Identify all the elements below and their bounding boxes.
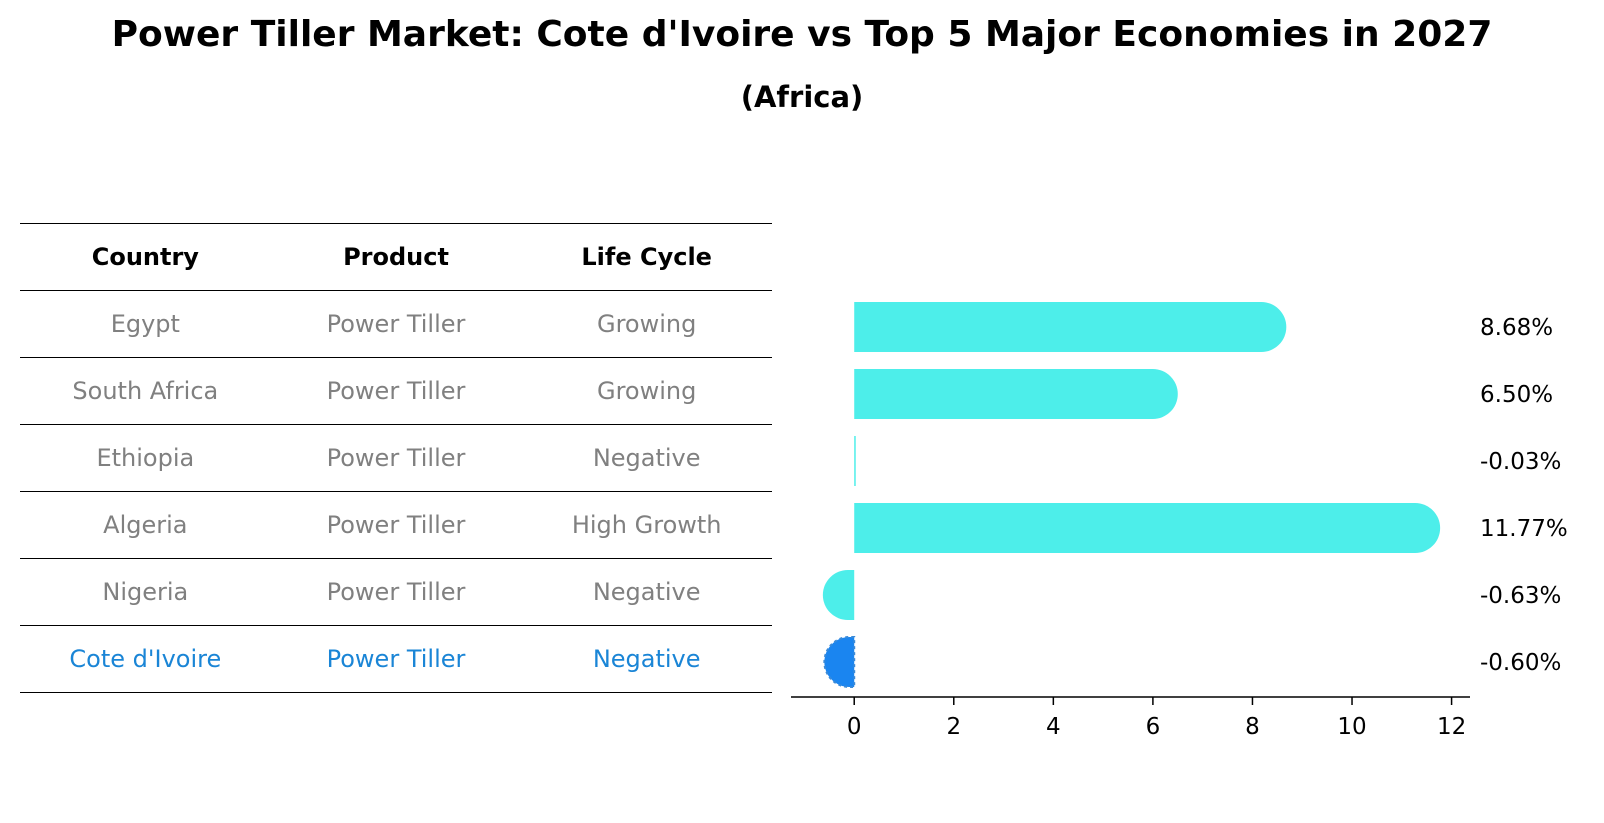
bar-value-label: 8.68%	[1480, 315, 1553, 341]
cell-country: Ethiopia	[96, 444, 195, 472]
cell-country: South Africa	[72, 377, 219, 405]
bar-value-label: 6.50%	[1480, 382, 1553, 408]
table-row: Ethiopia Power Tiller Negative	[20, 424, 772, 491]
header-life-cycle: Life Cycle	[581, 243, 712, 271]
bar-value-label: -0.03%	[1480, 449, 1561, 475]
bar-nigeria	[822, 570, 855, 620]
country-table: Country Product Life Cycle Egypt Power T…	[20, 223, 772, 693]
x-tick-label: 4	[1046, 714, 1061, 740]
cell-life-cycle: Negative	[592, 578, 701, 606]
bar-value-label: -0.60%	[1480, 650, 1561, 676]
chart-title: Power Tiller Market: Cote d'Ivoire vs To…	[111, 14, 1493, 55]
table-row: Algeria Power Tiller High Growth	[20, 491, 772, 558]
table-row-highlight: Cote d'Ivoire Power Tiller Negative	[20, 625, 772, 693]
cell-product: Power Tiller	[326, 645, 466, 673]
cell-country: Algeria	[103, 511, 188, 539]
cell-life-cycle: Negative	[592, 444, 701, 472]
bar-value-label: -0.63%	[1480, 583, 1561, 609]
bar-egypt	[854, 302, 1287, 352]
chart-subtitle: (Africa)	[740, 80, 864, 114]
x-tick-label: 0	[847, 714, 862, 740]
table-row: Nigeria Power Tiller Negative	[20, 558, 772, 625]
cell-life-cycle: Growing	[596, 377, 697, 405]
header-product: Product	[343, 243, 449, 271]
cell-life-cycle: Negative	[592, 645, 701, 673]
table-header-row: Country Product Life Cycle	[20, 223, 772, 290]
bar-cote-d-ivoire	[823, 636, 856, 688]
cell-country: Nigeria	[102, 578, 189, 606]
bar-south-africa	[854, 369, 1178, 419]
x-tick-label: 6	[1146, 714, 1161, 740]
cell-product: Power Tiller	[326, 578, 466, 606]
x-tick-label: 12	[1437, 714, 1466, 740]
cell-country: Cote d'Ivoire	[69, 645, 222, 673]
table-row: South Africa Power Tiller Growing	[20, 357, 772, 424]
cell-life-cycle: High Growth	[571, 511, 722, 539]
bar-value-label: 11.77%	[1480, 516, 1568, 542]
cell-country: Egypt	[110, 310, 180, 338]
cell-product: Power Tiller	[326, 310, 466, 338]
cell-product: Power Tiller	[326, 377, 466, 405]
cell-life-cycle: Growing	[596, 310, 697, 338]
header-country: Country	[91, 243, 199, 271]
table-row: Egypt Power Tiller Growing	[20, 290, 772, 357]
x-tick-label: 10	[1337, 714, 1366, 740]
cell-product: Power Tiller	[326, 511, 466, 539]
cell-product: Power Tiller	[326, 444, 466, 472]
x-tick-label: 8	[1245, 714, 1260, 740]
bar-algeria	[854, 503, 1441, 553]
bar-ethiopia	[854, 436, 856, 486]
x-tick-label: 2	[946, 714, 961, 740]
